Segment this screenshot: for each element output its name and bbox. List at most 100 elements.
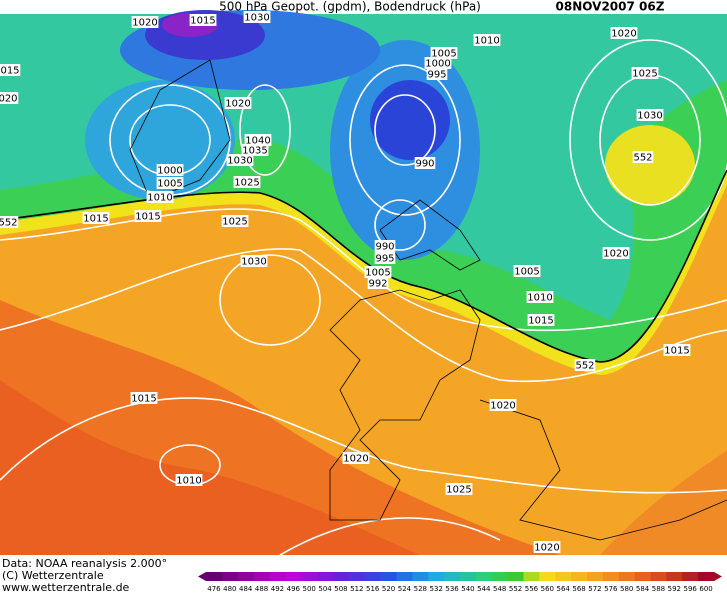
label-box (244, 134, 272, 146)
scale-cell (348, 572, 366, 581)
isobar-label: 1025 (632, 69, 657, 80)
scale-label: 548 (493, 585, 506, 593)
scale-label: 576 (604, 585, 618, 593)
label-box (663, 344, 691, 356)
scale-cell (269, 572, 286, 581)
scale-label: 596 (684, 585, 698, 593)
label-box (189, 14, 217, 26)
map (0, 10, 727, 556)
scale-cell (301, 572, 318, 581)
label-box (367, 277, 389, 289)
label-box (243, 11, 271, 23)
scale-label: 504 (318, 585, 332, 593)
isobar-label: 1010 (527, 293, 552, 304)
label-box (0, 92, 19, 104)
label-box (342, 452, 370, 464)
label-box (241, 144, 269, 156)
label-box (224, 97, 252, 109)
isobar-label: 1035 (242, 146, 267, 157)
isobar-label: 020 (0, 94, 18, 105)
footer-source: Data: NOAA reanalysis 2.000° (2, 557, 167, 570)
scale-label: 520 (382, 585, 395, 593)
isobar-label: 1000 (157, 166, 182, 177)
label-box (602, 247, 630, 259)
isobar-label: 995 (427, 70, 446, 81)
scale-cell (539, 572, 556, 581)
scale-cell (412, 572, 429, 581)
scale-cell (460, 572, 477, 581)
label-box (82, 212, 110, 224)
scale-cell (364, 572, 382, 581)
scale-label: 524 (398, 585, 412, 593)
scale-cell (587, 572, 604, 581)
scale-label: 588 (652, 585, 665, 593)
isobar-label: 992 (368, 279, 387, 290)
map-title: 500 hPa Geopot. (gpdm), Bodendruck (hPa) (219, 0, 481, 14)
label-box (632, 151, 654, 163)
label-box (134, 210, 162, 222)
scale-cell (523, 572, 540, 581)
scale-cell (682, 572, 699, 581)
isobar-label: 1005 (157, 179, 182, 190)
scale-label: 508 (334, 585, 347, 593)
scale-cell (475, 572, 493, 581)
isobar-label: 1000 (425, 59, 450, 70)
isobar-label: 1020 (534, 543, 559, 554)
label-box (156, 164, 184, 176)
isobar-labels: 1020 1015 10301010100510009951020102510305… (0, 11, 691, 554)
color-scale: 476 480 484 488 492 496 500 504 508 512 516 520 524 5… (198, 572, 722, 593)
scale-label: 544 (477, 585, 491, 593)
label-box (636, 109, 664, 121)
label-box (513, 265, 541, 277)
isobar-label: 1010 (176, 476, 201, 487)
isobar-label: 1030 (227, 156, 252, 167)
scale-cell (317, 572, 334, 581)
label-box (233, 176, 261, 188)
scale-label: 484 (239, 585, 253, 593)
scale-cell (221, 572, 239, 581)
scale-label: 488 (255, 585, 268, 593)
isobar-label: 1015 (135, 212, 160, 223)
label-box (240, 255, 268, 267)
scale-cell (444, 572, 461, 581)
scale-cell (650, 572, 667, 581)
isobar-label: 995 (375, 254, 394, 265)
isobar-label: 1020 (490, 401, 515, 412)
scale-cell (698, 572, 715, 581)
label-box (489, 399, 517, 411)
label-box (156, 177, 184, 189)
scale-label: 476 (207, 585, 221, 593)
isobar-label: 1020 (132, 18, 157, 29)
label-box (374, 240, 396, 252)
label-box (445, 483, 473, 495)
label-box (175, 474, 203, 486)
label-box (146, 191, 174, 203)
isobar-label: 1010 (474, 36, 499, 47)
label-box (527, 314, 555, 326)
isobar-label: 1020 (611, 29, 636, 40)
scale-arrow-left (198, 572, 206, 581)
isobar-label: 1025 (234, 178, 259, 189)
isobar-label: 552 (0, 218, 18, 229)
scale-cell (253, 572, 270, 581)
isobar-label: 1015 (664, 346, 689, 357)
footer-copyright: (C) Wetterzentrale (2, 569, 104, 582)
isobar-label: 1005 (514, 267, 539, 278)
label-box (473, 34, 501, 46)
scale-label: 536 (445, 585, 459, 593)
isobar-label: 1025 (446, 485, 471, 496)
label-box (574, 359, 596, 371)
scale-label: 480 (223, 585, 236, 593)
label-box (526, 291, 554, 303)
label-box (430, 47, 458, 59)
scale-cell (206, 572, 223, 581)
scale-label: 556 (525, 585, 539, 593)
scale-label: 592 (668, 585, 681, 593)
label-box (130, 392, 158, 404)
label-box (414, 157, 436, 169)
isobar-label: 1025 (222, 217, 247, 228)
scale-label: 512 (350, 585, 363, 593)
isobar-label: 552 (575, 361, 594, 372)
isobar-label: 1015 (131, 394, 156, 405)
scale-label: 572 (588, 585, 601, 593)
